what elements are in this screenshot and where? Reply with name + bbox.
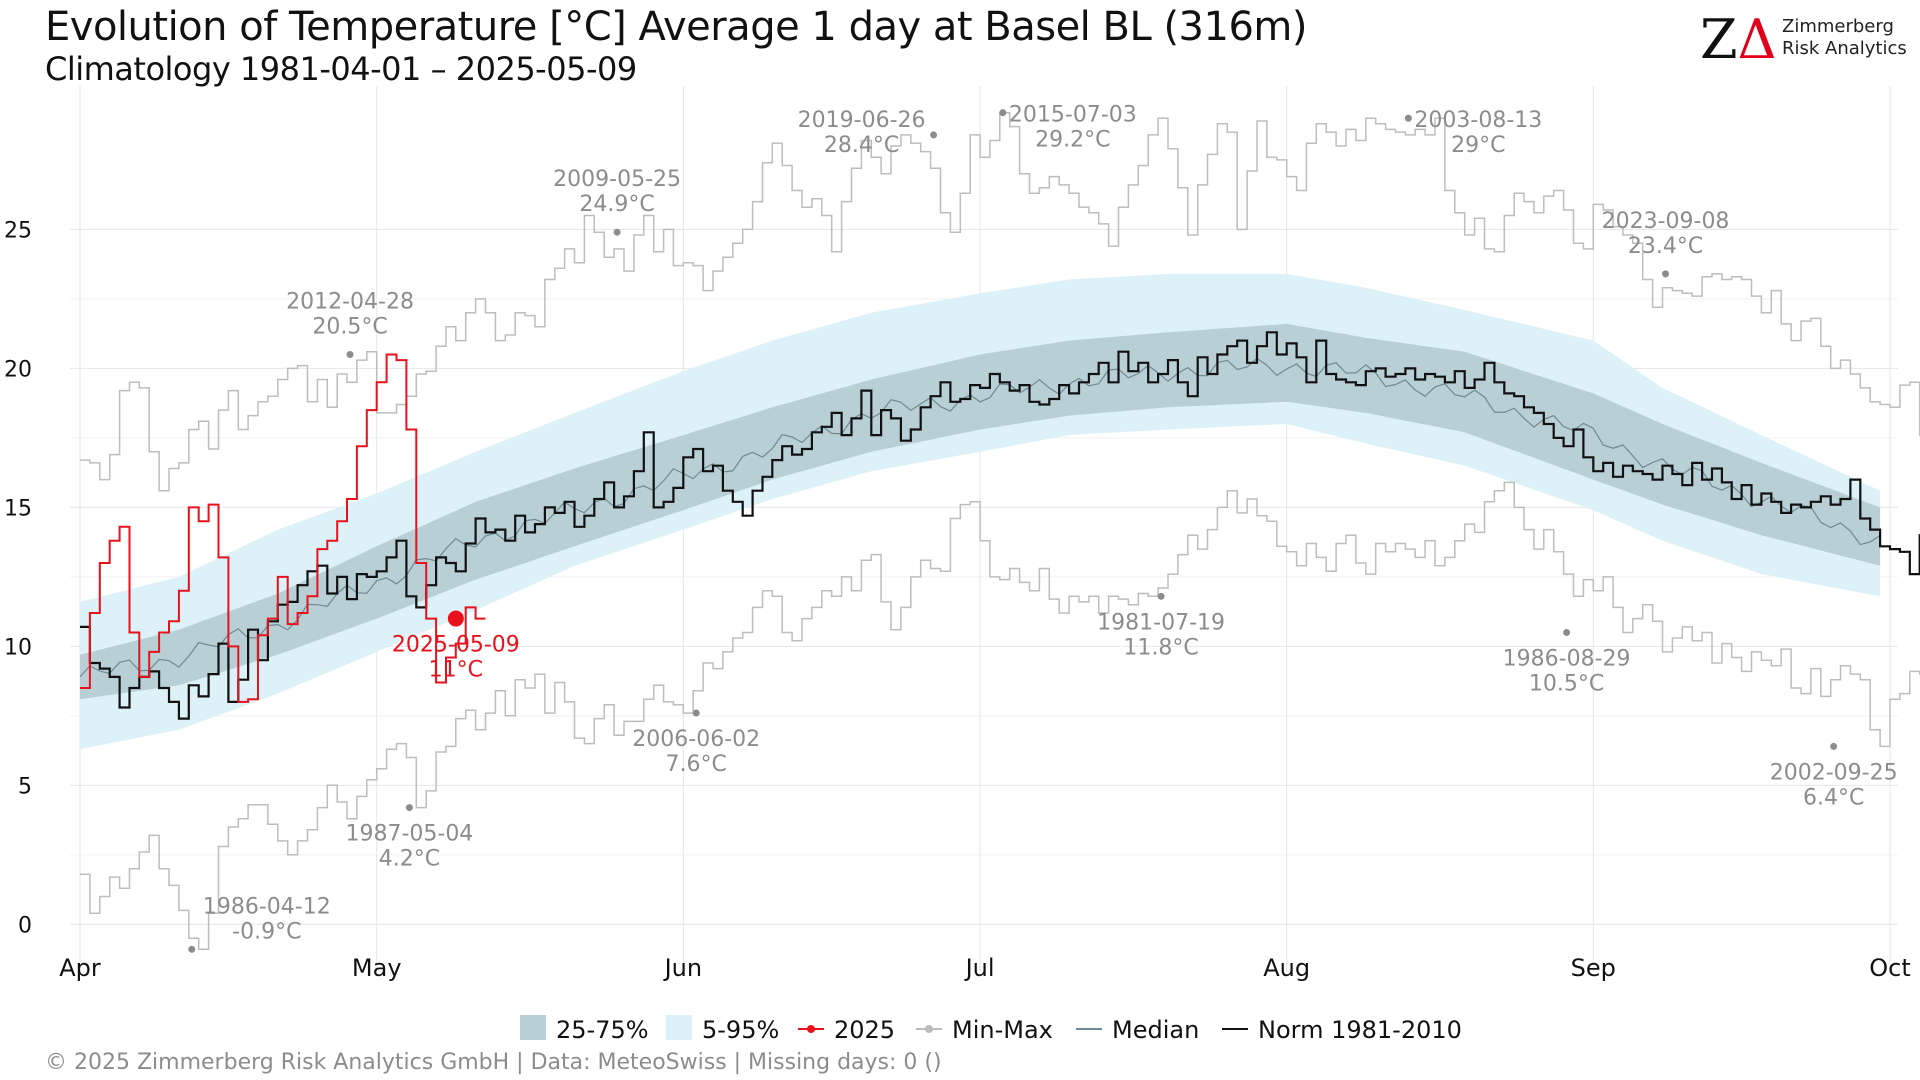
legend-item-band-25-75: [520, 1015, 546, 1040]
y-tick-label: 5: [18, 774, 32, 799]
annotation-value: 20.5°C: [312, 314, 387, 339]
legend-item-minmax: [916, 1025, 942, 1033]
record-point: [692, 709, 700, 717]
legend-swatch: [520, 1015, 546, 1040]
annotation-value: 11.8°C: [1123, 635, 1198, 660]
norm-line: [80, 331, 1920, 720]
footer-credit: © 2025 Zimmerberg Risk Analytics GmbH | …: [45, 1050, 942, 1075]
annotation-date: 2019-06-26: [798, 108, 926, 133]
legend-label: Median: [1112, 1016, 1199, 1040]
annotation-value: 28.4°C: [824, 133, 899, 158]
annotation-date: 2006-06-02: [632, 727, 760, 752]
x-tick-label: May: [352, 954, 402, 982]
record-point: [1662, 270, 1670, 278]
chart-subtitle: Climatology 1981-04-01 – 2025-05-09: [45, 50, 637, 88]
current-day-point: [447, 610, 464, 627]
record-point: [1404, 114, 1412, 122]
x-tick-label: Apr: [59, 954, 101, 982]
record-point: [1563, 628, 1571, 636]
series-lines: [79, 111, 1920, 951]
record-point: [999, 109, 1007, 117]
record-point: [188, 945, 196, 953]
annotation-value: -0.9°C: [232, 919, 301, 944]
record-point: [1157, 592, 1165, 600]
annotation-date: 2012-04-28: [286, 289, 414, 314]
y-tick-label: 25: [4, 218, 32, 243]
record-point: [405, 804, 413, 812]
x-tick-label: Sep: [1571, 954, 1616, 982]
legend-label: Min-Max: [952, 1016, 1053, 1040]
x-tick-label: Jun: [663, 954, 703, 982]
percentile-bands: [80, 273, 1881, 750]
annotation-value: 24.9°C: [579, 192, 654, 217]
legend-item-series-2025: [798, 1025, 824, 1033]
annotation-date: 2025-05-09: [392, 633, 520, 658]
y-tick-label: 15: [4, 496, 32, 521]
company-logo: ZΔ Zimmerberg Risk Analytics: [1700, 10, 1910, 70]
band-25-75: [80, 323, 1881, 700]
logo-mark: ZΔ: [1700, 8, 1777, 71]
axis-labels: 0 5 10 15 20 25 Apr May Jun Jul Aug Sep Oct: [4, 218, 1911, 982]
annotation-date: 2023-09-08: [1602, 209, 1730, 234]
annotation-date: 2009-05-25: [553, 167, 681, 192]
record-point: [613, 228, 621, 236]
x-tick-label: Oct: [1869, 954, 1911, 982]
record-point: [930, 131, 938, 139]
chart-title: Evolution of Temperature [°C] Average 1 …: [45, 4, 1307, 50]
legend-label: 2025: [834, 1016, 895, 1040]
annotation-value: 4.2°C: [379, 847, 440, 872]
record-point: [346, 350, 354, 358]
annotation-date: 1986-08-29: [1503, 646, 1631, 671]
annotation-date: 2002-09-25: [1770, 760, 1898, 785]
annotation-date: 1981-07-19: [1097, 610, 1225, 635]
annotation-value: 11°C: [429, 658, 483, 683]
legend-item-band-5-95: [666, 1015, 692, 1040]
y-tick-label: 0: [18, 913, 32, 938]
y-tick-label: 20: [4, 357, 32, 382]
max-line: [80, 111, 1920, 492]
legend-swatch: [666, 1015, 692, 1040]
legend: 25-75% 5-95% 2025 Min-Max Median Norm 1981-20…: [520, 1015, 1462, 1040]
legend-label: 5-95%: [702, 1016, 779, 1040]
annotation-date: 2003-08-13: [1414, 108, 1542, 133]
median-line: [79, 357, 1881, 678]
annotation-value: 29.2°C: [1035, 128, 1110, 153]
legend-label: 25-75%: [556, 1016, 649, 1040]
x-tick-label: Jul: [964, 954, 995, 982]
legend-swatch-point: [807, 1025, 815, 1033]
x-tick-label: Aug: [1263, 954, 1310, 982]
y-tick-label: 10: [4, 635, 32, 660]
annotation-value: 6.4°C: [1803, 785, 1864, 810]
series-2025-line: [80, 353, 486, 703]
legend-label: Norm 1981-2010: [1258, 1016, 1462, 1040]
annotation-date: 1987-05-04: [345, 822, 473, 847]
annotation-date: 2015-07-03: [1009, 103, 1137, 128]
legend-swatch-point: [925, 1025, 933, 1033]
annotation-value: 23.4°C: [1628, 234, 1703, 259]
record-point: [1830, 742, 1838, 750]
annotation-value: 7.6°C: [666, 752, 727, 777]
min-line: [80, 481, 1920, 951]
annotation-date: 1986-04-12: [203, 894, 331, 919]
annotation-value: 29°C: [1451, 133, 1505, 158]
annotation-value: 10.5°C: [1529, 671, 1604, 696]
logo-name: Zimmerberg Risk Analytics: [1782, 16, 1907, 59]
